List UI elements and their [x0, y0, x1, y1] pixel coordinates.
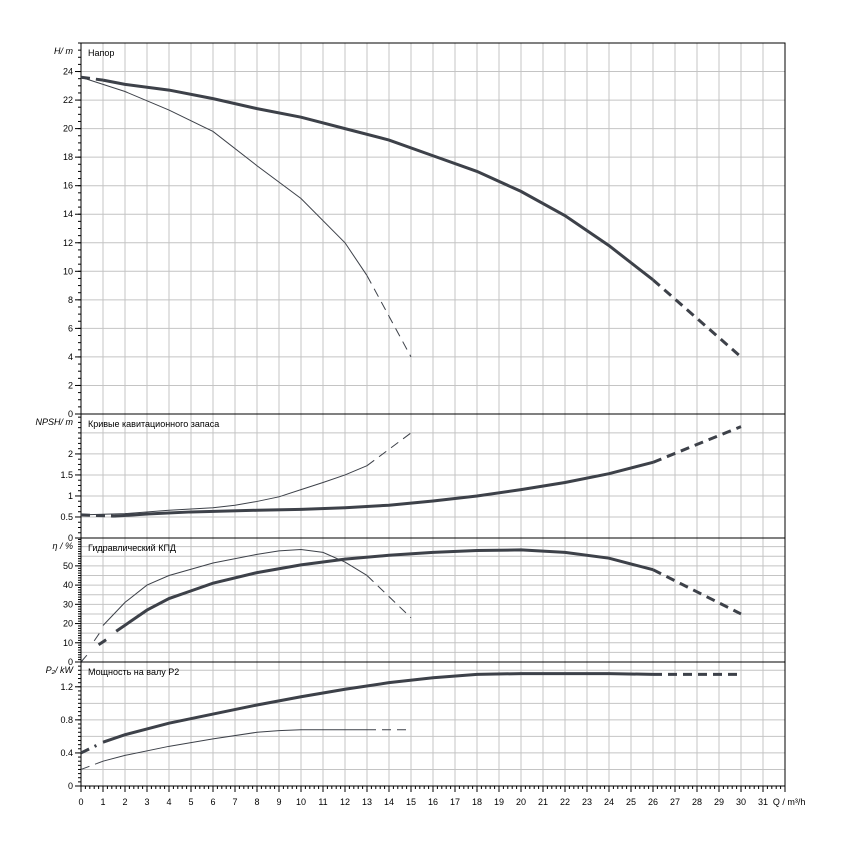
x-axis-label: Q / m³/h	[773, 797, 806, 807]
y-tick-label: 1	[68, 491, 73, 501]
x-tick-label: 27	[670, 797, 680, 807]
y-tick-label: 18	[63, 152, 73, 162]
eta-thick-curve	[115, 548, 654, 633]
x-tick-label: 23	[582, 797, 592, 807]
x-tick-label: 16	[428, 797, 438, 807]
eta-panel-title: Гидравлический КПД	[88, 543, 176, 553]
x-tick-label: 17	[450, 797, 460, 807]
x-tick-label: 7	[232, 797, 237, 807]
npsh-thin-curve-dashed	[366, 432, 412, 467]
x-tick-label: 20	[516, 797, 526, 807]
p2-thin-curve	[96, 729, 367, 765]
y-tick-label: 50	[63, 561, 73, 571]
eta-y-axis-label: η / %	[52, 541, 73, 551]
x-tick-label: 30	[736, 797, 746, 807]
y-tick-label: 10	[63, 638, 73, 648]
y-tick-label: 4	[68, 352, 73, 362]
head-y-axis-label: H/ m	[54, 46, 74, 56]
y-tick-label: 2	[68, 380, 73, 390]
x-tick-label: 5	[188, 797, 193, 807]
x-tick-label: 12	[340, 797, 350, 807]
p2-thick-curve	[102, 672, 654, 744]
x-tick-label: 13	[362, 797, 372, 807]
x-tick-label: 26	[648, 797, 658, 807]
y-tick-label: 0.8	[60, 715, 73, 725]
eta-thin-curve	[102, 549, 368, 626]
x-tick-label: 22	[560, 797, 570, 807]
x-tick-label: 8	[254, 797, 259, 807]
head-thick-curve	[102, 78, 654, 282]
eta-thin-curve-dashed	[366, 575, 412, 619]
x-tick-label: 3	[144, 797, 149, 807]
y-tick-label: 0	[68, 781, 73, 791]
eta-thin-curve-dashed	[80, 653, 88, 663]
npsh-y-axis-label: NPSH/ m	[35, 417, 73, 427]
x-tick-label: 0	[78, 797, 83, 807]
eta-thick-curve-dashed	[97, 637, 109, 646]
y-tick-label: 0	[68, 409, 73, 419]
p2-thin-curve-dashed	[80, 763, 97, 770]
y-tick-label: 12	[63, 238, 73, 248]
x-tick-label: 14	[384, 797, 394, 807]
x-tick-label: 1	[100, 797, 105, 807]
y-tick-label: 30	[63, 599, 73, 609]
x-tick-label: 19	[494, 797, 504, 807]
npsh-thick-curve-dashed	[652, 425, 742, 464]
x-tick-label: 31	[758, 797, 768, 807]
y-tick-label: 22	[63, 95, 73, 105]
head-thick-curve-dashed	[80, 75, 104, 82]
x-tick-label: 24	[604, 797, 614, 807]
y-tick-label: 8	[68, 295, 73, 305]
y-tick-label: 20	[63, 124, 73, 134]
y-tick-label: 0.5	[60, 512, 73, 522]
head-panel-title: Напор	[88, 48, 114, 58]
x-tick-label: 28	[692, 797, 702, 807]
y-tick-label: 0	[68, 533, 73, 543]
y-tick-label: 20	[63, 619, 73, 629]
eta-thick-curve-dashed	[652, 568, 742, 616]
x-tick-label: 25	[626, 797, 636, 807]
y-tick-label: 0.4	[60, 748, 73, 758]
y-tick-label: 16	[63, 181, 73, 191]
p2-y-axis-label: P₂/ kW	[46, 665, 75, 675]
x-tick-label: 21	[538, 797, 548, 807]
x-tick-label: 9	[276, 797, 281, 807]
x-tick-label: 6	[210, 797, 215, 807]
x-tick-label: 15	[406, 797, 416, 807]
y-tick-label: 6	[68, 323, 73, 333]
p2-thick-curve-dashed	[80, 744, 98, 755]
npsh-thick-curve	[113, 460, 654, 518]
y-tick-label: 1.5	[60, 470, 73, 480]
head-thin-curve	[80, 76, 368, 276]
y-tick-label: 10	[63, 266, 73, 276]
npsh-thin-curve	[80, 465, 368, 516]
x-tick-label: 11	[318, 797, 327, 807]
y-tick-label: 24	[63, 67, 73, 77]
x-tick-label: 2	[122, 797, 127, 807]
x-tick-label: 4	[166, 797, 171, 807]
p2-panel-title: Мощность на валу P2	[88, 667, 179, 677]
y-tick-label: 14	[63, 209, 73, 219]
x-tick-label: 18	[472, 797, 482, 807]
y-tick-label: 1.2	[60, 682, 73, 692]
eta-thin-curve-dashed	[93, 630, 102, 642]
head-thick-curve-dashed	[652, 278, 742, 359]
y-tick-label: 2	[68, 449, 73, 459]
x-tick-label: 10	[296, 797, 306, 807]
npsh-panel-title: Кривые кавитационного запаса	[88, 419, 219, 429]
x-tick-label: 29	[714, 797, 724, 807]
head-thin-curve-dashed	[366, 275, 412, 358]
y-tick-label: 40	[63, 580, 73, 590]
y-tick-label: 0	[68, 657, 73, 667]
